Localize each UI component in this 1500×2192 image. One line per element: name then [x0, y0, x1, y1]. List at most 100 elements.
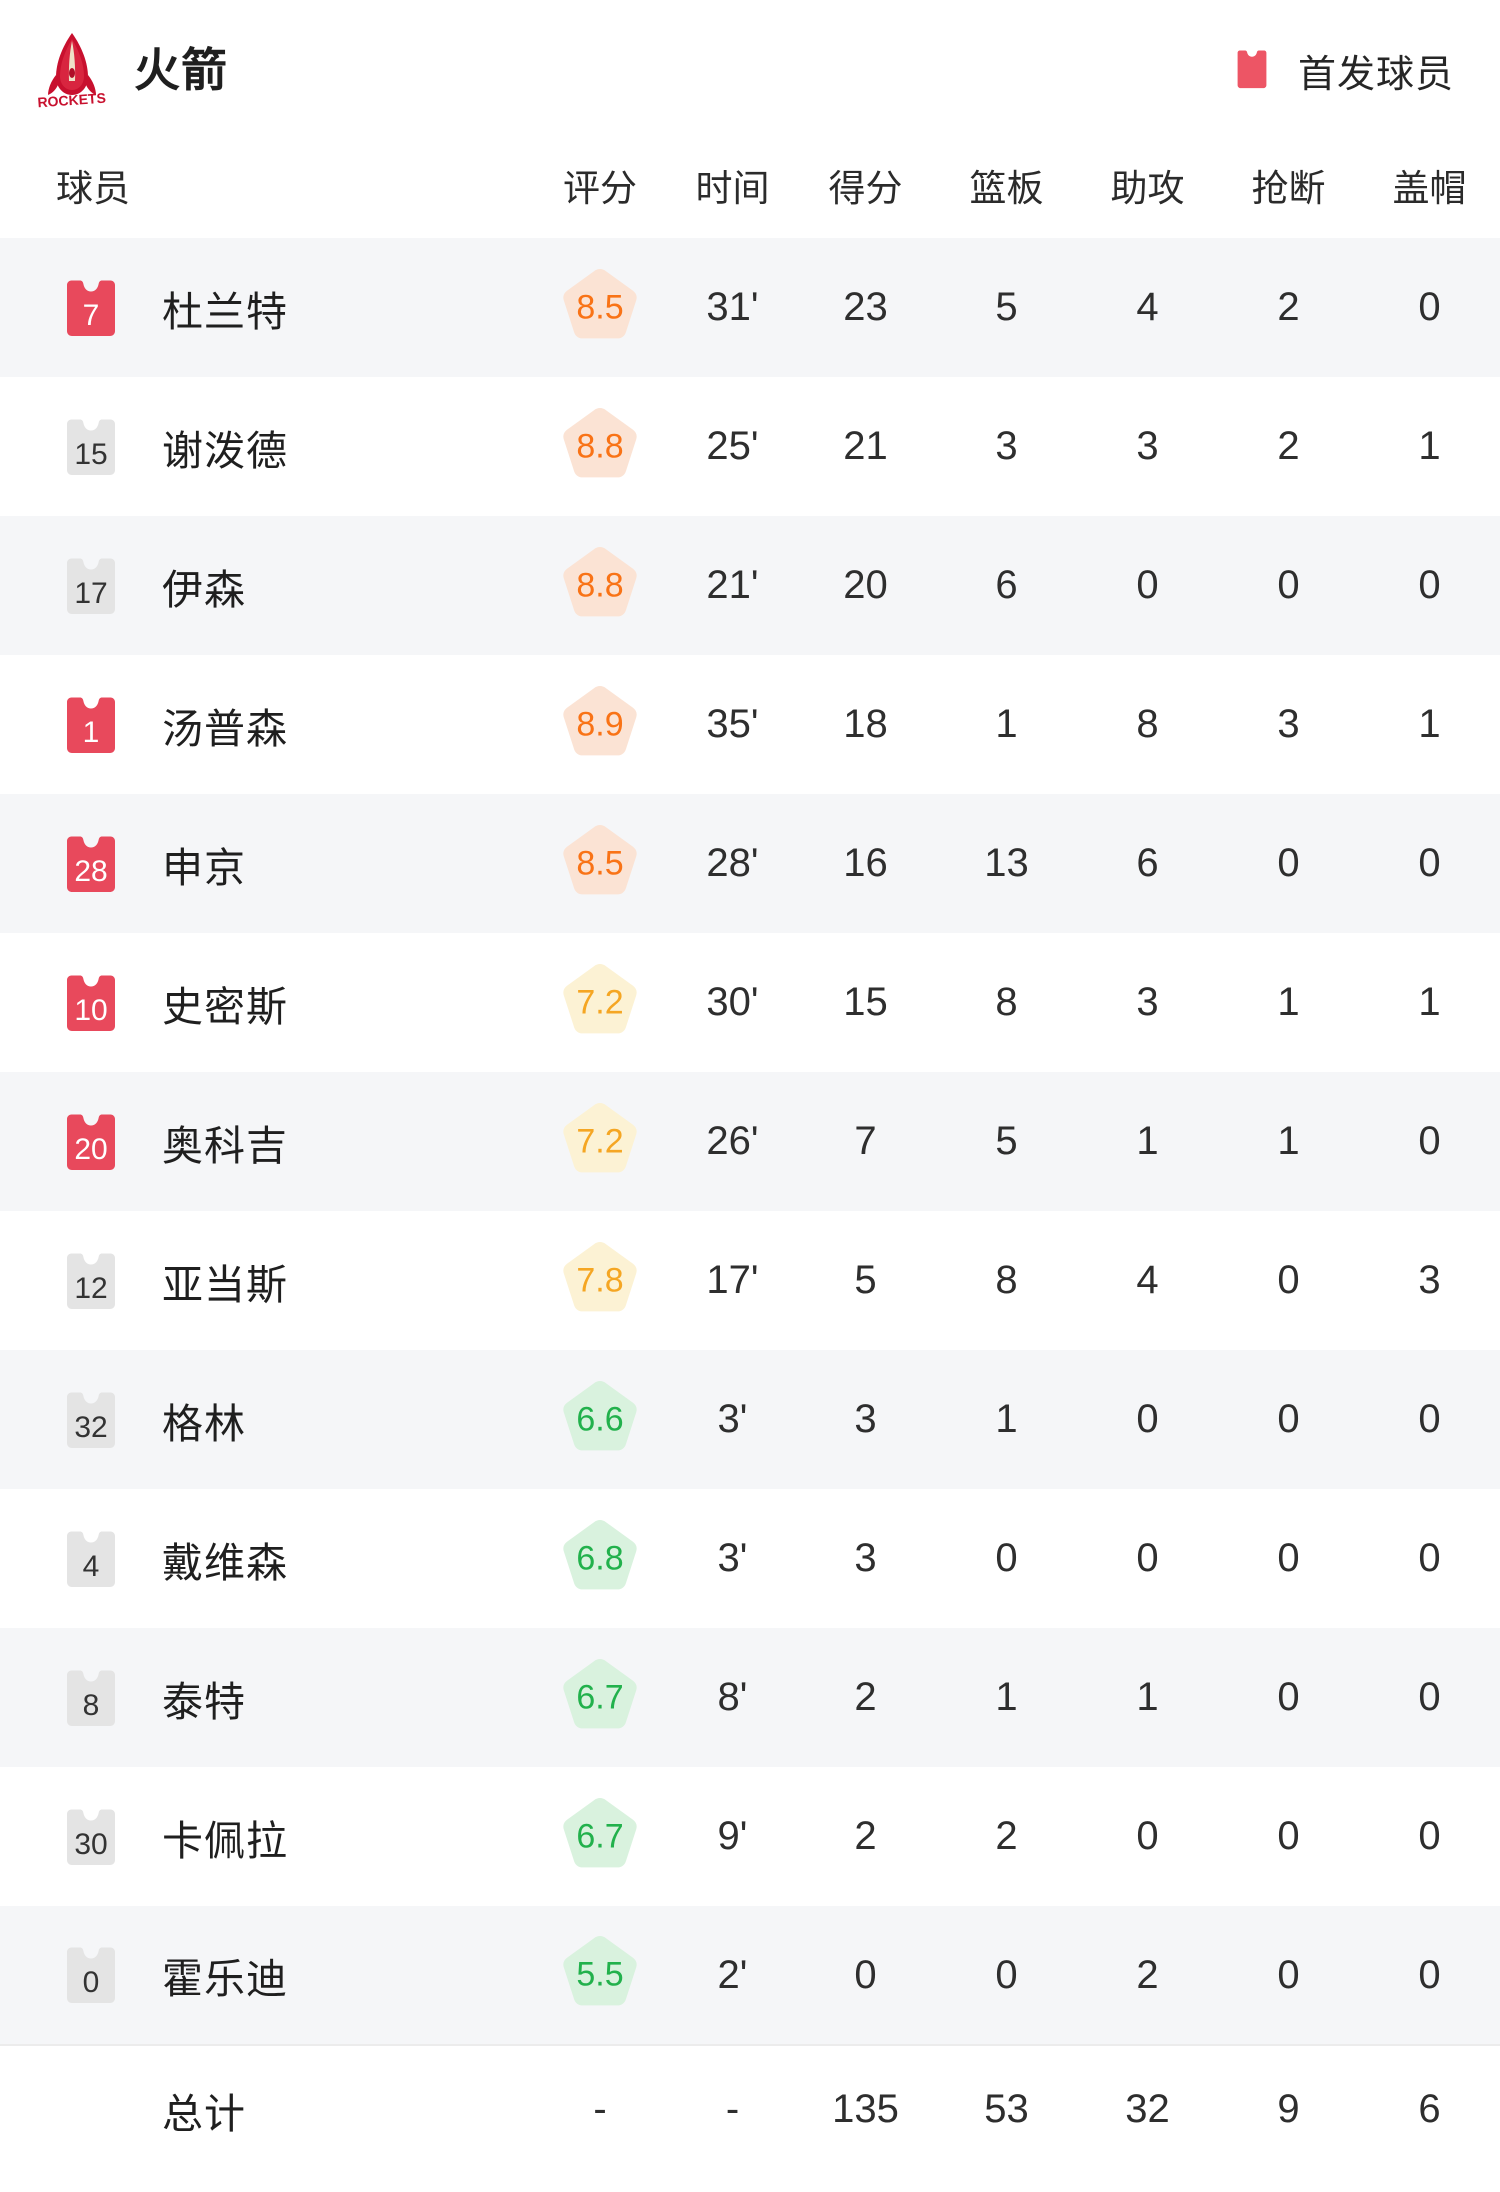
cell-assists: 6	[1136, 841, 1159, 885]
cell-rebounds: 8	[995, 980, 1018, 1024]
jersey-icon: 7	[67, 280, 115, 336]
total-label: 总计	[162, 2090, 246, 2137]
player-cell[interactable]: 30 卡佩拉	[0, 1767, 530, 1906]
jersey-icon: 20	[67, 1114, 115, 1170]
player-name: 奥科吉	[162, 1122, 288, 1169]
table-row[interactable]: 12 亚当斯 7.8 17' 5 8 4 0 3	[0, 1211, 1500, 1350]
table-row[interactable]: 1 汤普森 8.9 35' 18 1 8 3 1	[0, 655, 1500, 794]
column-header-time[interactable]: 时间	[695, 168, 770, 209]
player-cell[interactable]: 8 泰特	[0, 1628, 530, 1767]
cell-rebounds: 2	[995, 1814, 1018, 1858]
rating-badge: 6.6	[530, 1377, 670, 1463]
table-row[interactable]: 4 戴维森 6.8 3' 3 0 0 0 0	[0, 1489, 1500, 1628]
column-header-rating[interactable]: 评分	[563, 168, 637, 209]
cell-rating: 7.2	[530, 1072, 670, 1211]
cell-time: 2'	[717, 1952, 748, 1997]
table-row[interactable]: 30 卡佩拉 6.7 9' 2 2 0 0 0	[0, 1767, 1500, 1906]
player-cell[interactable]: 15 谢泼德	[0, 377, 530, 516]
svg-text:4: 4	[83, 1550, 100, 1583]
cell-blocks: 1	[1418, 424, 1441, 468]
cell-points: 21	[843, 424, 888, 468]
cell-rebounds: 6	[995, 563, 1018, 607]
pentagon-icon	[563, 1241, 637, 1311]
cell-rebounds: 8	[995, 1258, 1018, 1302]
cell-points: 20	[843, 563, 888, 607]
rating-badge: 8.5	[530, 265, 670, 351]
player-cell[interactable]: 7 杜兰特	[0, 238, 530, 377]
cell-rebounds: 13	[984, 841, 1029, 885]
jersey-icon: 30	[67, 1809, 115, 1865]
jersey-icon: 1	[67, 697, 115, 753]
cell-assists: 0	[1136, 1536, 1159, 1580]
cell-rating: 8.8	[530, 516, 670, 655]
cell-rating: 6.7	[530, 1628, 670, 1767]
player-name: 申京	[162, 844, 246, 891]
table-row[interactable]: 17 伊森 8.8 21' 20 6 0 0 0	[0, 516, 1500, 655]
player-cell[interactable]: 12 亚当斯	[0, 1211, 530, 1350]
column-header-player[interactable]: 球员	[56, 168, 130, 209]
cell-time: 3'	[717, 1536, 748, 1580]
cell-steals: 3	[1277, 702, 1300, 746]
rating-badge: 6.7	[530, 1655, 670, 1741]
table-row[interactable]: 20 奥科吉 7.2 26' 7 5 1 1 0	[0, 1072, 1500, 1211]
player-cell[interactable]: 32 格林	[0, 1350, 530, 1489]
cell-assists: 4	[1136, 285, 1159, 329]
cell-points: 3	[854, 1536, 877, 1580]
rating-badge: 5.5	[530, 1932, 670, 2018]
cell-steals: 0	[1277, 1675, 1300, 1719]
cell-assists: 8	[1136, 702, 1159, 746]
table-row[interactable]: 0 霍乐迪 5.5 2' 0 0 2 0 0	[0, 1906, 1500, 2045]
cell-rating: 6.7	[530, 1767, 670, 1906]
player-name: 泰特	[162, 1678, 246, 1725]
cell-rating: 8.8	[530, 377, 670, 516]
table-row[interactable]: 32 格林 6.6 3' 3 1 0 0 0	[0, 1350, 1500, 1489]
table-row[interactable]: 8 泰特 6.7 8' 2 1 1 0 0	[0, 1628, 1500, 1767]
cell-steals: 0	[1277, 841, 1300, 885]
cell-blocks: 0	[1418, 1814, 1441, 1858]
cell-assists: 3	[1136, 424, 1159, 468]
table-row[interactable]: 10 史密斯 7.2 30' 15 8 3 1 1	[0, 933, 1500, 1072]
cell-blocks: 0	[1418, 285, 1441, 329]
column-header-points[interactable]: 得分	[828, 168, 903, 209]
table-row[interactable]: 28 申京 8.5 28' 16 13 6 0 0	[0, 794, 1500, 933]
player-name: 谢泼德	[162, 427, 288, 474]
cell-time: 21'	[706, 563, 759, 607]
starters-legend: 首发球员	[1228, 43, 1454, 98]
team-header: ROCKETS 火箭 首发球员	[0, 0, 1500, 140]
cell-steals: 0	[1277, 1258, 1300, 1302]
column-header-blocks[interactable]: 盖帽	[1392, 168, 1467, 209]
cell-points: 2	[854, 1675, 877, 1719]
column-header-rebounds[interactable]: 篮板	[969, 168, 1044, 209]
column-header-assists[interactable]: 助攻	[1110, 168, 1185, 209]
cell-steals: 0	[1277, 1952, 1300, 1997]
player-cell[interactable]: 4 戴维森	[0, 1489, 530, 1628]
player-name: 汤普森	[162, 705, 288, 752]
column-header-steals[interactable]: 抢断	[1251, 168, 1326, 209]
pentagon-icon	[563, 268, 637, 338]
svg-text:7: 7	[83, 299, 100, 332]
cell-rebounds: 0	[995, 1952, 1018, 1997]
team-identity[interactable]: ROCKETS 火箭	[36, 29, 228, 111]
total-label-cell: 总计	[0, 2044, 530, 2173]
cell-time: 17'	[706, 1258, 759, 1302]
table-row[interactable]: 15 谢泼德 8.8 25' 21 3 3 2 1	[0, 377, 1500, 516]
cell-time: 30'	[706, 980, 759, 1024]
cell-time: 3'	[717, 1397, 748, 1441]
cell-time: 28'	[706, 841, 759, 885]
player-cell[interactable]: 0 霍乐迪	[0, 1906, 530, 2045]
svg-text:1: 1	[83, 716, 100, 749]
cell-blocks: 1	[1418, 980, 1441, 1024]
cell-points: 16	[843, 841, 888, 885]
player-name: 格林	[162, 1400, 246, 1447]
player-cell[interactable]: 17 伊森	[0, 516, 530, 655]
player-cell[interactable]: 1 汤普森	[0, 655, 530, 794]
cell-steals: 0	[1277, 1397, 1300, 1441]
cell-rebounds: 1	[995, 1675, 1018, 1719]
table-row[interactable]: 7 杜兰特 8.5 31' 23 5 4 2 0	[0, 238, 1500, 377]
svg-text:20: 20	[74, 1133, 107, 1166]
pentagon-icon	[563, 1380, 637, 1450]
player-cell[interactable]: 10 史密斯	[0, 933, 530, 1072]
cell-rebounds: 0	[995, 1536, 1018, 1580]
player-cell[interactable]: 20 奥科吉	[0, 1072, 530, 1211]
player-cell[interactable]: 28 申京	[0, 794, 530, 933]
